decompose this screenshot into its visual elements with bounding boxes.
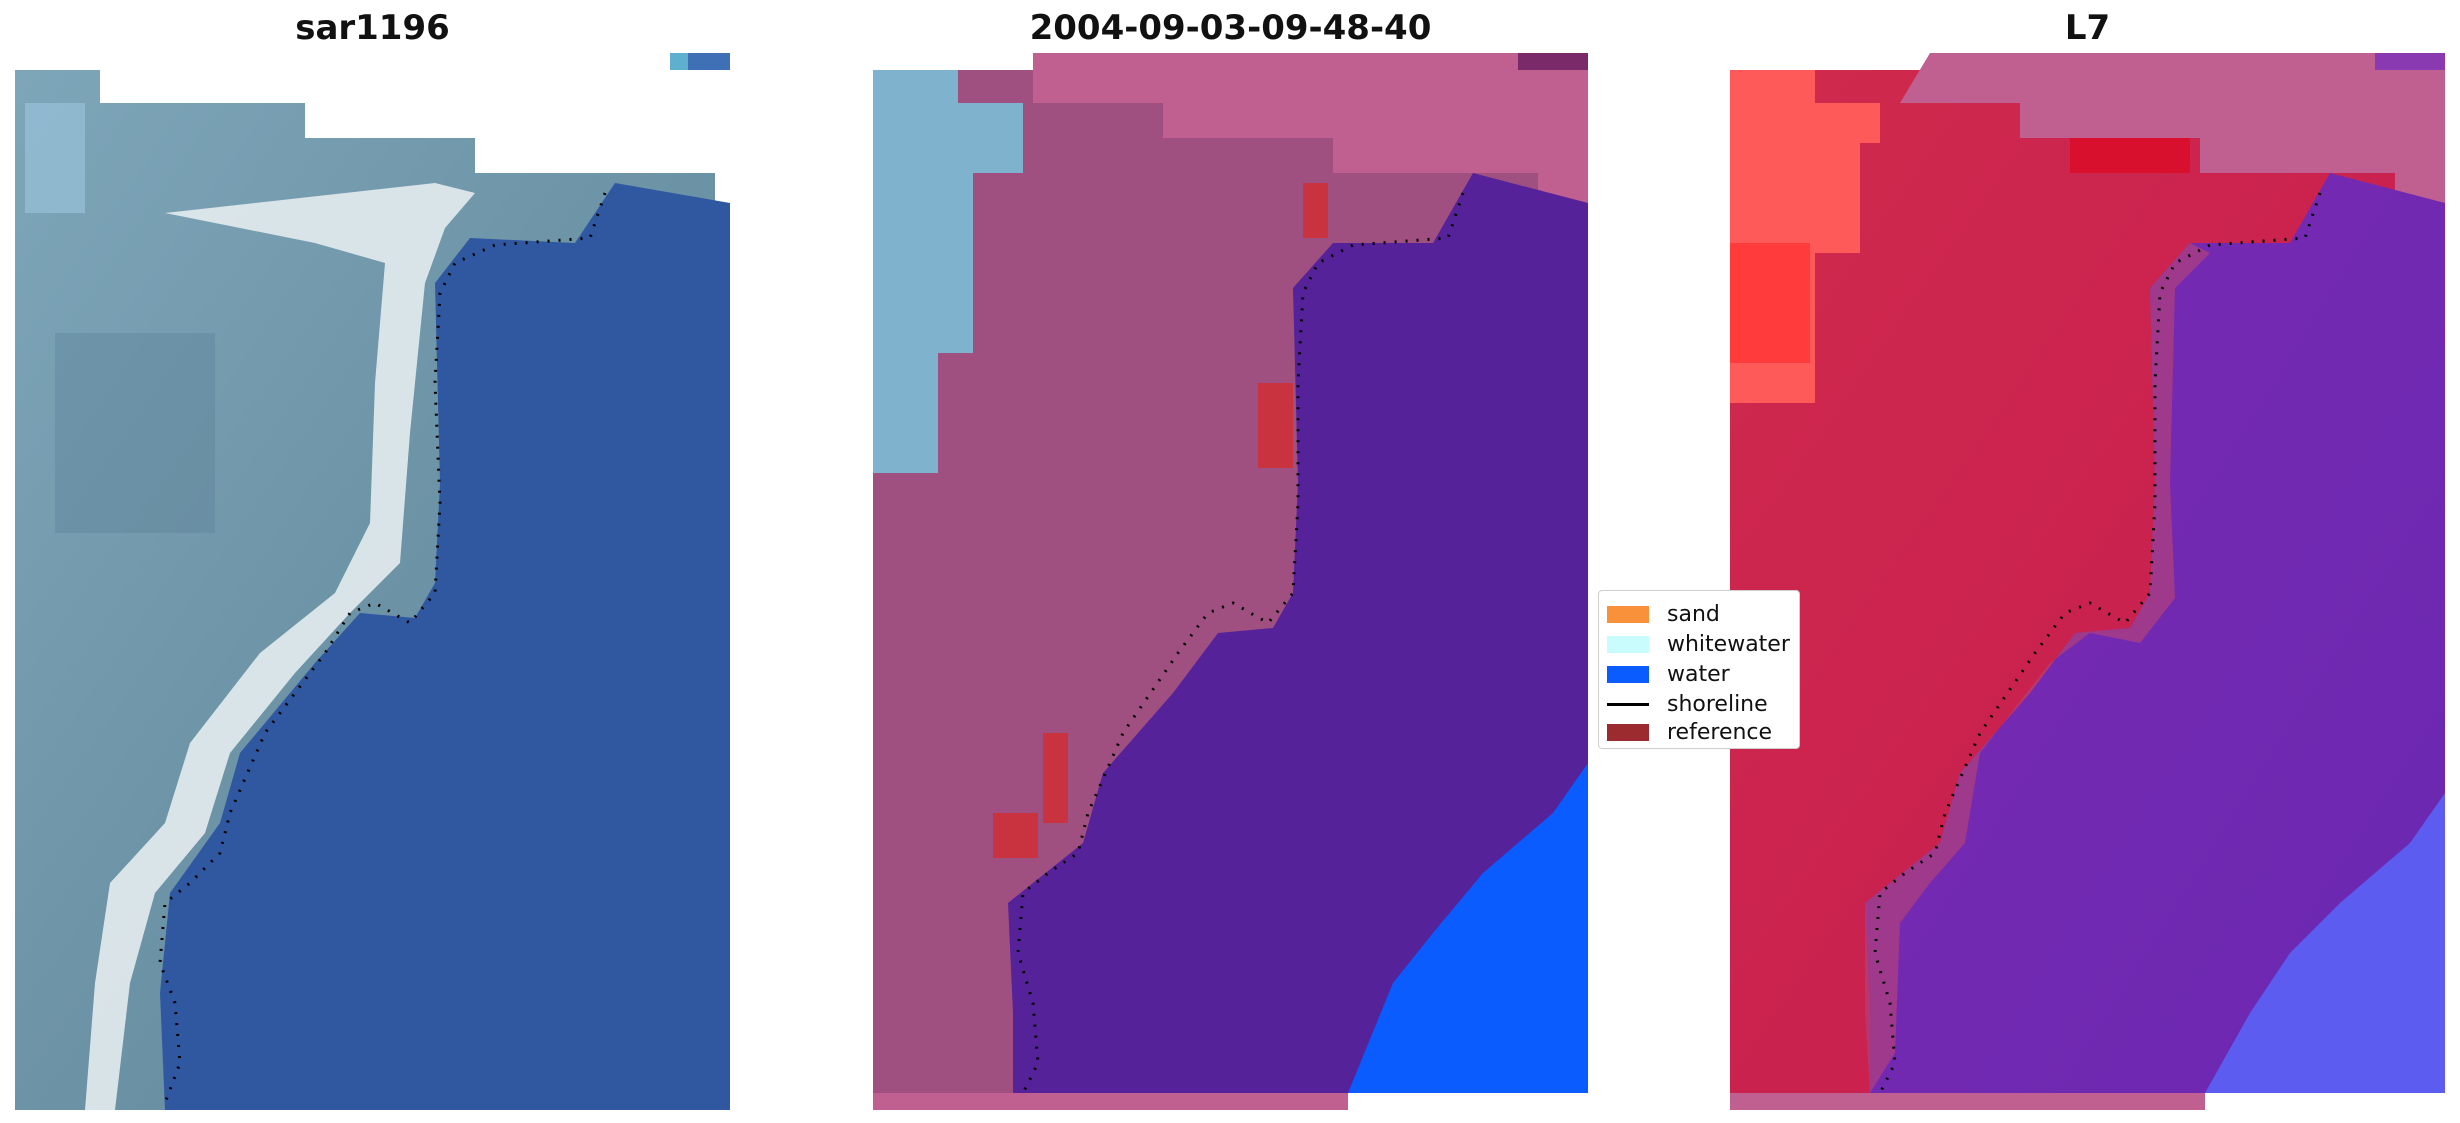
classified-water: [1008, 173, 1588, 1093]
legend: sand whitewater water shoreline referenc…: [1598, 590, 1800, 749]
legend-swatch-water: [1607, 665, 1649, 683]
legend-label: sand: [1667, 601, 1720, 627]
legend-item-sand: sand: [1607, 599, 1720, 629]
legend-label: whitewater: [1667, 631, 1790, 657]
nodata-mask-top: [1033, 53, 1588, 208]
ocean-region: [160, 183, 730, 1110]
legend-swatch-whitewater: [1607, 635, 1649, 653]
rgb-image-panel: [15, 53, 730, 1110]
classified-far-ocean: [1348, 763, 1588, 1093]
panel-title-index: L7: [2064, 8, 2111, 48]
legend-item-reference: reference: [1607, 717, 1772, 747]
legend-item-water: water: [1607, 659, 1730, 689]
legend-label: reference: [1667, 719, 1773, 745]
whitewater-band: [85, 183, 475, 1110]
classified-image-panel: [873, 53, 1588, 1110]
legend-label: shoreline: [1667, 691, 1768, 717]
legend-line-shoreline: [1607, 702, 1649, 706]
legend-label: water: [1667, 661, 1730, 687]
panel-title-classified: 2004-09-03-09-48-40: [1029, 8, 1432, 48]
index-image-panel: [1730, 53, 2445, 1110]
legend-swatch-sand: [1607, 605, 1649, 623]
legend-swatch-reference: [1607, 723, 1649, 741]
index-far-ocean: [2205, 793, 2445, 1093]
legend-item-shoreline: shoreline: [1607, 689, 1768, 719]
panel-title-rgb: sar1196: [295, 8, 450, 48]
legend-item-whitewater: whitewater: [1607, 629, 1790, 659]
index-water: [1865, 173, 2445, 1093]
